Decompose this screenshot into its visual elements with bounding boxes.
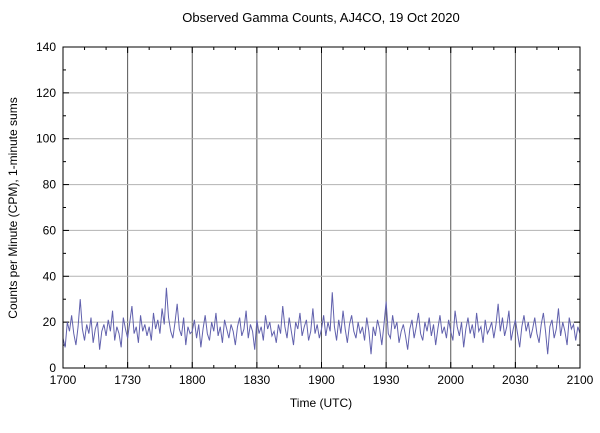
y-tick-label: 120 xyxy=(36,86,56,100)
x-tick-label: 1800 xyxy=(179,373,206,387)
plot-border xyxy=(62,46,581,369)
y-tick-label: 140 xyxy=(36,40,56,54)
x-tick-label: 2000 xyxy=(437,373,464,387)
y-tick-label: 100 xyxy=(36,132,56,146)
x-tick-label: 1930 xyxy=(373,373,400,387)
x-tick-label: 2030 xyxy=(502,373,529,387)
x-tick-label: 1730 xyxy=(114,373,141,387)
y-tick-label: 20 xyxy=(43,315,57,329)
x-axis-label: Time (UTC) xyxy=(290,396,352,410)
y-tick-label: 60 xyxy=(43,223,57,237)
y-tick-label: 40 xyxy=(43,269,57,283)
y-tick-labels: 0 20 40 60 80 100 120 140 xyxy=(36,40,56,375)
data-line xyxy=(62,287,581,355)
x-tick-label: 1830 xyxy=(244,373,271,387)
gridlines xyxy=(63,47,580,368)
y-tick-label: 0 xyxy=(49,361,56,375)
y-axis-label: Counts per Minute (CPM), 1-minute sums xyxy=(6,97,20,318)
x-tick-label: 1700 xyxy=(50,373,77,387)
chart-title: Observed Gamma Counts, AJ4CO, 19 Oct 202… xyxy=(182,10,459,25)
x-tick-labels: 1700 1730 1800 1830 1900 1930 2000 2030 2100 xyxy=(50,373,594,387)
x-tick-label: 2100 xyxy=(567,373,594,387)
y-tick-label: 80 xyxy=(43,178,57,192)
x-tick-label: 1900 xyxy=(308,373,335,387)
